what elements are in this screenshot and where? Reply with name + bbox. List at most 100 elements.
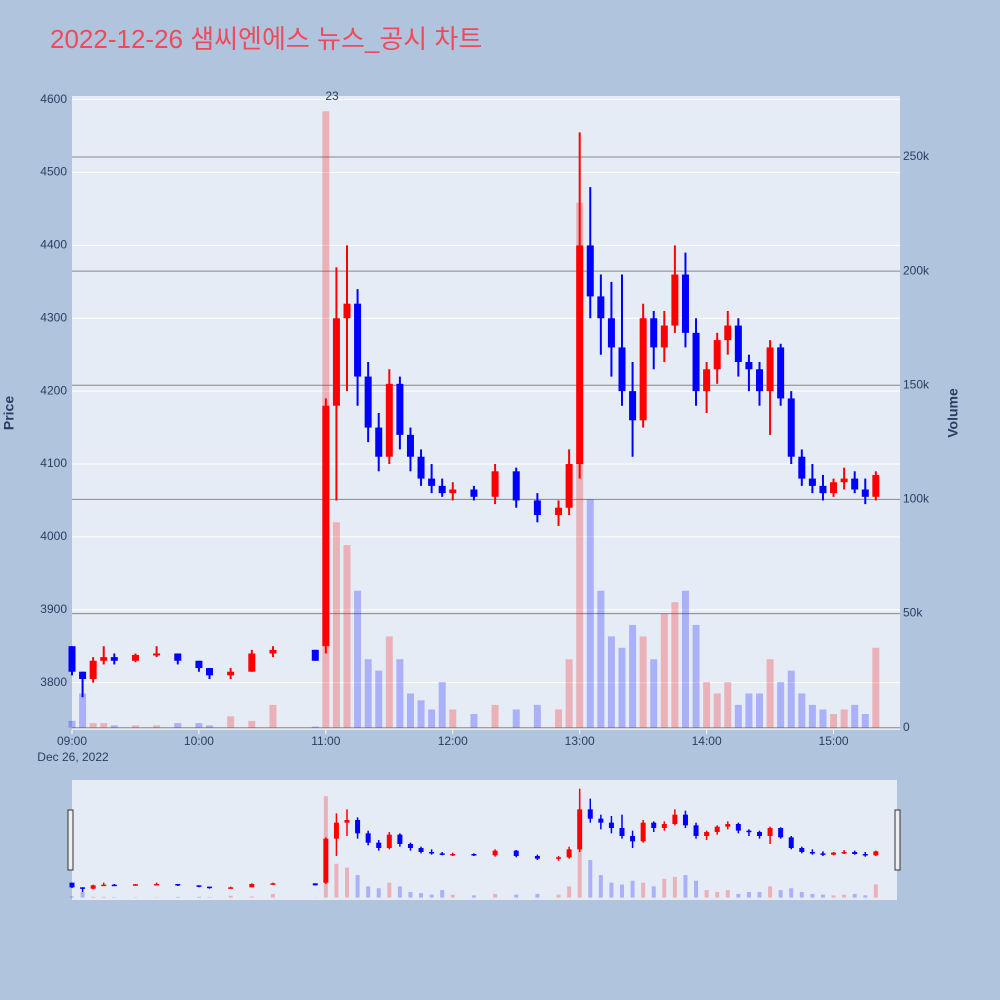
candle-body: [470, 489, 478, 497]
slider-volume-bar: [355, 875, 360, 898]
volume-bar: [195, 723, 203, 728]
volume-bar: [618, 647, 626, 728]
candle-body: [629, 391, 637, 421]
volume-bar: [364, 659, 372, 728]
slider-candle-body: [312, 883, 318, 886]
volume-bar: [766, 659, 774, 728]
slider-candle-body: [492, 850, 498, 856]
volume-bar: [375, 670, 383, 728]
slider-candle-body: [587, 809, 593, 819]
candle-body: [650, 318, 658, 348]
slider-candle-body: [598, 818, 604, 823]
y2-tick-label: 100k: [903, 492, 930, 506]
candle-body: [618, 347, 626, 392]
candle-body: [417, 456, 425, 479]
volume-bar: [724, 682, 732, 728]
volume-bar: [861, 714, 869, 728]
volume-bar: [798, 693, 806, 728]
y-tick-label: 4300: [40, 310, 67, 324]
slider-candle-body: [101, 884, 107, 887]
volume-bar: [512, 709, 520, 728]
volume-bar: [713, 693, 721, 728]
volume-bar: [406, 693, 414, 728]
candle-body: [756, 369, 763, 392]
slider-volume-bar: [91, 896, 96, 898]
slider-volume-bar: [831, 895, 836, 898]
slider-candle-body: [640, 822, 646, 842]
slider-volume-bar: [387, 882, 392, 898]
slider-volume-bar: [852, 893, 857, 898]
slider-volume-bar: [820, 894, 825, 898]
slider-volume-bar: [757, 891, 762, 898]
candle-body: [724, 325, 732, 341]
slider-candle-body: [196, 885, 202, 887]
candle-body: [89, 660, 97, 679]
candle-body: [248, 653, 256, 672]
slider-candle-body: [471, 854, 477, 856]
slider-handle[interactable]: [894, 809, 901, 871]
slider-volume-bar: [588, 860, 593, 898]
candle-body: [565, 464, 573, 508]
slider-volume-bar: [228, 895, 233, 898]
volume-bar: [830, 714, 838, 728]
slider-candle-body: [661, 824, 667, 828]
candle-body: [555, 507, 563, 516]
slider-volume-bar: [683, 875, 688, 898]
volume-bar: [851, 704, 859, 728]
range-slider: [72, 780, 897, 900]
slider-volume-bar: [704, 890, 709, 898]
x-tick-label: 13:00: [565, 734, 595, 748]
slider-volume-bar: [419, 893, 424, 898]
y-tick-label: 4600: [40, 92, 67, 106]
x-date-label: Dec 26, 2022: [37, 750, 109, 764]
candle-body: [364, 376, 372, 428]
volume-bar: [174, 723, 182, 728]
y-tick-label: 4000: [40, 529, 67, 543]
slider-candle-body: [207, 886, 212, 889]
x-tick-label: 11:00: [311, 734, 340, 748]
slider-candle-body: [767, 828, 773, 836]
volume-bar: [428, 709, 436, 728]
slider-volume-bar: [345, 867, 349, 898]
slider-volume-bar: [799, 891, 804, 898]
candle-body: [787, 398, 795, 457]
slider-candle-body: [80, 887, 86, 889]
volume-bar: [131, 725, 139, 728]
slider-candle-body: [841, 852, 847, 854]
slider-candle-body: [270, 883, 276, 885]
y2-axis-title: Volume: [945, 388, 961, 438]
volume-bar: [872, 647, 880, 728]
slider-candle-body: [672, 814, 678, 824]
candle-body: [660, 325, 668, 348]
candle-body: [100, 657, 108, 661]
candle-body: [68, 646, 76, 672]
volume-bar: [607, 636, 615, 728]
slider-volume-bar: [535, 893, 540, 898]
slider-candle-body: [534, 856, 540, 859]
candle-body: [491, 471, 499, 497]
candle-body: [830, 482, 838, 494]
y2-tick-label: 150k: [903, 377, 930, 391]
slider-handle[interactable]: [67, 809, 74, 871]
volume-bar: [354, 590, 362, 728]
candle-body: [153, 653, 161, 656]
slider-candle-body: [556, 857, 562, 859]
slider-candle-body: [386, 834, 392, 848]
candle-body: [396, 383, 404, 435]
candle-body: [692, 332, 700, 392]
volume-bar: [311, 726, 319, 728]
slider-candle-body: [154, 884, 160, 886]
candle-body: [195, 660, 203, 669]
x-tick-label: 09:00: [57, 734, 87, 748]
slider-candle-body: [619, 828, 625, 836]
slider-candle-body: [365, 833, 371, 843]
x-tick-label: 10:00: [184, 734, 214, 748]
volume-bar: [660, 613, 668, 728]
candle-body: [586, 245, 594, 297]
slider-candle-body: [757, 832, 762, 836]
candle-body: [713, 340, 721, 370]
volume-bar: [332, 522, 340, 728]
candle-body: [734, 325, 742, 362]
candle-body: [322, 405, 330, 647]
